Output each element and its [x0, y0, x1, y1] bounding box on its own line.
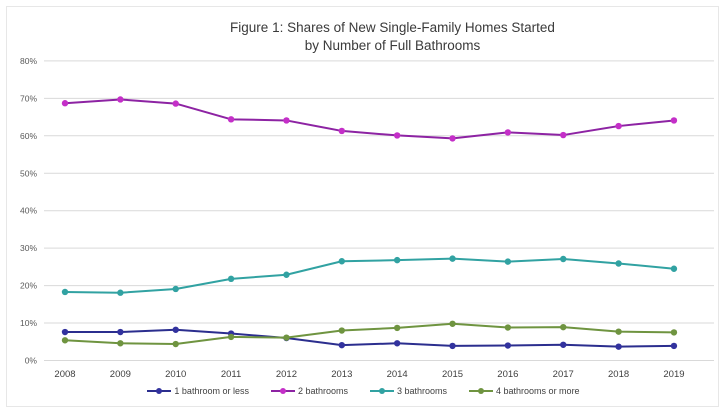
- y-axis-tick-label: 70%: [20, 93, 37, 103]
- data-point-3-bathrooms-2017: [560, 255, 567, 263]
- data-point-2-bathrooms-2009: [117, 96, 124, 103]
- data-point-2-bathrooms-2017: [560, 131, 567, 139]
- series-line-2-bathrooms: [64, 98, 675, 140]
- chart-title: Figure 1: Shares of New Single-Family Ho…: [67, 19, 718, 55]
- series-line-1-bathroom-or-less: [64, 328, 675, 348]
- y-axis-tick-label: 40%: [20, 206, 37, 216]
- legend-marker-icon: [270, 387, 295, 395]
- data-point-1-bathroom-or-less-2019: [670, 342, 678, 350]
- x-axis-tick-label: 2015: [442, 369, 463, 380]
- x-axis-tick-label: 2011: [221, 369, 241, 380]
- legend-label: 3 bathrooms: [397, 386, 448, 396]
- series-line-3-bathrooms: [64, 257, 675, 294]
- data-point-1-bathroom-or-less-2010: [172, 326, 179, 333]
- data-point-2-bathrooms-2019: [670, 117, 678, 124]
- data-point-2-bathrooms-2014: [393, 132, 401, 139]
- series-line-4-bathrooms-or-more: [64, 322, 675, 346]
- y-axis-tick-label: 0%: [25, 356, 38, 366]
- legend-item-3-bathrooms: 3 bathrooms: [370, 386, 447, 396]
- x-axis-tick-label: 2010: [165, 369, 186, 380]
- x-axis-tick-label: 2018: [608, 369, 629, 380]
- y-axis-tick-label: 10%: [20, 318, 37, 328]
- data-point-1-bathroom-or-less-2008: [61, 328, 69, 336]
- data-point-2-bathrooms-2016: [504, 129, 512, 136]
- data-point-4-bathrooms-or-more-2010: [172, 340, 179, 348]
- data-point-3-bathrooms-2009: [117, 289, 124, 296]
- x-axis-tick-label: 2019: [663, 369, 684, 380]
- data-point-2-bathrooms-2013: [338, 127, 345, 135]
- data-point-1-bathroom-or-less-2017: [560, 341, 567, 348]
- y-axis-tick-label: 60%: [20, 131, 37, 141]
- legend-marker-icon: [147, 387, 172, 395]
- data-point-4-bathrooms-or-more-2012: [283, 334, 290, 341]
- x-axis-tick-label: 2017: [553, 369, 574, 380]
- x-axis-tick-label: 2016: [497, 369, 518, 380]
- legend-marker-icon: [469, 387, 494, 395]
- data-point-2-bathrooms-2015: [449, 135, 456, 142]
- data-point-1-bathroom-or-less-2009: [117, 328, 124, 336]
- x-axis-tick-label: 2012: [276, 369, 297, 380]
- x-axis-tick-label: 2009: [110, 369, 131, 380]
- data-point-4-bathrooms-or-more-2015: [449, 320, 456, 327]
- data-point-3-bathrooms-2014: [393, 256, 401, 264]
- data-point-3-bathrooms-2011: [227, 275, 235, 283]
- data-point-4-bathrooms-or-more-2018: [615, 328, 622, 335]
- data-point-3-bathrooms-2013: [338, 258, 345, 265]
- legend-label: 4 bathrooms or more: [496, 386, 580, 396]
- data-point-3-bathrooms-2008: [61, 288, 69, 296]
- data-point-3-bathrooms-2016: [504, 258, 512, 265]
- data-point-3-bathrooms-2019: [670, 265, 678, 272]
- legend-label: 1 bathroom or less: [174, 386, 249, 396]
- y-axis-tick-label: 50%: [20, 168, 37, 178]
- data-point-4-bathrooms-or-more-2016: [504, 324, 512, 331]
- data-point-3-bathrooms-2010: [172, 285, 179, 293]
- data-point-3-bathrooms-2018: [615, 260, 622, 267]
- data-point-4-bathrooms-or-more-2008: [61, 337, 69, 344]
- data-point-4-bathrooms-or-more-2017: [560, 323, 567, 331]
- data-point-2-bathrooms-2018: [615, 122, 622, 130]
- x-axis-tick-label: 2013: [331, 369, 352, 380]
- data-point-1-bathroom-or-less-2015: [449, 342, 456, 350]
- data-point-2-bathrooms-2010: [172, 100, 179, 107]
- data-point-4-bathrooms-or-more-2014: [393, 324, 401, 332]
- legend-marker-icon: [370, 387, 394, 395]
- data-point-3-bathrooms-2012: [283, 271, 290, 278]
- chart-frame: Figure 1: Shares of New Single-Family Ho…: [6, 6, 719, 407]
- x-axis-tick-label: 2008: [54, 369, 75, 380]
- data-point-3-bathrooms-2015: [449, 255, 456, 262]
- data-point-2-bathrooms-2008: [61, 100, 69, 107]
- data-point-1-bathroom-or-less-2016: [504, 342, 512, 349]
- data-point-2-bathrooms-2011: [227, 116, 235, 123]
- data-point-2-bathrooms-2012: [283, 117, 290, 124]
- legend-label: 2 bathrooms: [297, 386, 348, 396]
- y-axis-tick-label: 30%: [20, 243, 37, 253]
- chart-legend: 1 bathroom or less 2 bathrooms 3 bathrooms…: [0, 386, 727, 396]
- legend-item-1-bathroom-or-less: 1 bathroom or less: [147, 386, 249, 396]
- legend-item-4-bathrooms-or-more: 4 bathrooms or more: [469, 386, 580, 396]
- data-point-1-bathroom-or-less-2013: [338, 341, 345, 349]
- legend-item-2-bathrooms: 2 bathrooms: [270, 386, 348, 396]
- data-point-4-bathrooms-or-more-2019: [670, 329, 678, 336]
- y-axis-tick-label: 80%: [20, 56, 37, 66]
- chart-title-line2: by Number of Full Bathrooms: [304, 38, 481, 53]
- data-point-4-bathrooms-or-more-2011: [227, 333, 235, 341]
- chart-title-line1: Figure 1: Shares of New Single-Family Ho…: [230, 20, 555, 35]
- data-point-4-bathrooms-or-more-2009: [117, 340, 124, 347]
- x-axis-tick-label: 2014: [387, 369, 408, 380]
- data-point-4-bathrooms-or-more-2013: [338, 327, 345, 334]
- data-point-1-bathroom-or-less-2014: [393, 340, 401, 347]
- y-axis-tick-label: 20%: [20, 281, 37, 291]
- data-point-1-bathroom-or-less-2018: [615, 343, 622, 350]
